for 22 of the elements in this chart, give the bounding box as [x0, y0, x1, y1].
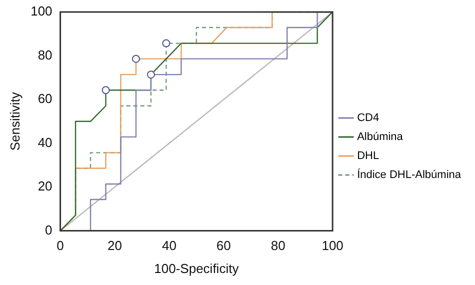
x-tick-label: 40 — [162, 238, 176, 254]
x-tick-label: 80 — [270, 238, 286, 254]
y-tick-label: 20 — [38, 178, 52, 194]
y-tick-label: 0 — [45, 222, 52, 238]
point — [132, 54, 140, 63]
y-tick-label: 100 — [30, 4, 52, 19]
y-tick-label: 40 — [38, 134, 52, 150]
legend-label: Albúmina — [357, 131, 404, 144]
legend-label: Índice DHL-Albúmina — [357, 168, 462, 182]
point — [162, 39, 170, 48]
x-tick-label: 0 — [56, 238, 64, 254]
x-tick-label: 20 — [108, 238, 122, 254]
x-axis-title: 100-Specificity — [154, 260, 240, 276]
legend-label: DHL — [357, 150, 380, 162]
point — [102, 86, 110, 94]
y-axis-title: Sensitivity — [7, 92, 22, 151]
x-tick-label: 100 — [322, 238, 344, 254]
point — [146, 70, 155, 79]
y-tick-label: 60 — [38, 91, 52, 106]
y-tick-label: 80 — [38, 47, 52, 62]
x-tick-label: 60 — [216, 238, 231, 254]
legend-label: CD4 — [357, 112, 380, 124]
